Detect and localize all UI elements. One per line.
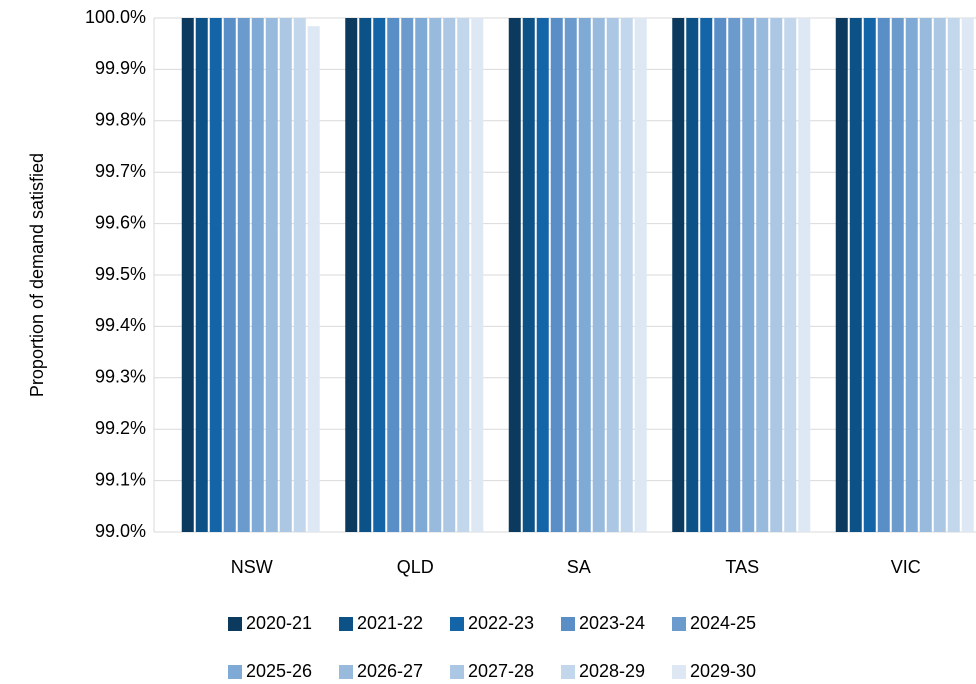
legend-label: 2020-21 (246, 613, 312, 633)
bar (933, 18, 946, 532)
bar (578, 18, 591, 532)
x-tick-label: SA (567, 557, 591, 577)
bar (606, 18, 619, 532)
bar (508, 18, 521, 532)
bar (251, 18, 264, 532)
bar (798, 18, 811, 532)
bar (728, 18, 741, 532)
bar (770, 18, 783, 532)
legend-label: 2026-27 (357, 661, 423, 681)
y-tick-label: 99.9% (95, 58, 146, 78)
bar (359, 18, 372, 532)
bar (415, 18, 428, 532)
bar (195, 18, 208, 532)
legend-swatch (339, 617, 353, 631)
legend-swatch (561, 665, 575, 679)
x-tick-label: TAS (725, 557, 759, 577)
legend-label: 2025-26 (246, 661, 312, 681)
legend-label: 2022-23 (468, 613, 534, 633)
bar (877, 18, 890, 532)
bar (672, 18, 685, 532)
bar (209, 18, 222, 532)
legend-swatch (672, 617, 686, 631)
bar (293, 18, 306, 532)
bar (401, 18, 414, 532)
y-tick-label: 99.7% (95, 161, 146, 181)
bar (961, 18, 974, 532)
legend-swatch (672, 665, 686, 679)
y-tick-label: 99.3% (95, 367, 146, 387)
bar (443, 18, 456, 532)
bar (947, 18, 960, 532)
legend-swatch (228, 617, 242, 631)
bar (686, 18, 699, 532)
legend-swatch (339, 665, 353, 679)
bar (891, 18, 904, 532)
legend-swatch (450, 665, 464, 679)
legend-label: 2021-22 (357, 613, 423, 633)
bar (536, 18, 549, 532)
bar (700, 18, 713, 532)
bar (373, 18, 386, 532)
bar (756, 18, 769, 532)
y-tick-label: 99.5% (95, 264, 146, 284)
bar (471, 18, 484, 532)
bar (592, 18, 605, 532)
legend-label: 2027-28 (468, 661, 534, 681)
y-tick-label: 99.4% (95, 315, 146, 335)
bar (714, 18, 727, 532)
bar (564, 18, 577, 532)
bar (550, 18, 563, 532)
bar (835, 18, 848, 532)
bar (307, 26, 320, 533)
legend-swatch (228, 665, 242, 679)
bar (237, 18, 250, 532)
legend-label: 2023-24 (579, 613, 645, 633)
y-tick-label: 99.6% (95, 212, 146, 232)
bar (457, 18, 470, 532)
y-tick-label: 99.2% (95, 418, 146, 438)
bar (181, 18, 194, 532)
x-tick-label: QLD (397, 557, 434, 577)
bar (905, 18, 918, 532)
y-tick-label: 99.1% (95, 469, 146, 489)
bar (429, 18, 442, 532)
legend-label: 2028-29 (579, 661, 645, 681)
bar (223, 18, 236, 532)
legend-label: 2024-25 (690, 613, 756, 633)
y-tick-label: 99.0% (95, 521, 146, 541)
x-tick-label: VIC (891, 557, 921, 577)
bar (620, 18, 633, 532)
bar (345, 18, 358, 532)
bar (919, 18, 932, 532)
legend-label: 2029-30 (690, 661, 756, 681)
x-tick-label: NSW (231, 557, 273, 577)
bar (522, 18, 535, 532)
legend-swatch (561, 617, 575, 631)
y-tick-label: 99.8% (95, 110, 146, 130)
bar (265, 18, 278, 532)
bar (634, 18, 647, 532)
bar (849, 18, 862, 532)
y-axis-label: Proportion of demand satisfied (27, 153, 47, 397)
bar (279, 18, 292, 532)
y-tick-label: 100.0% (85, 7, 146, 27)
legend-swatch (450, 617, 464, 631)
bar (863, 18, 876, 532)
bar (387, 18, 400, 532)
bar (742, 18, 755, 532)
bar (784, 18, 797, 532)
